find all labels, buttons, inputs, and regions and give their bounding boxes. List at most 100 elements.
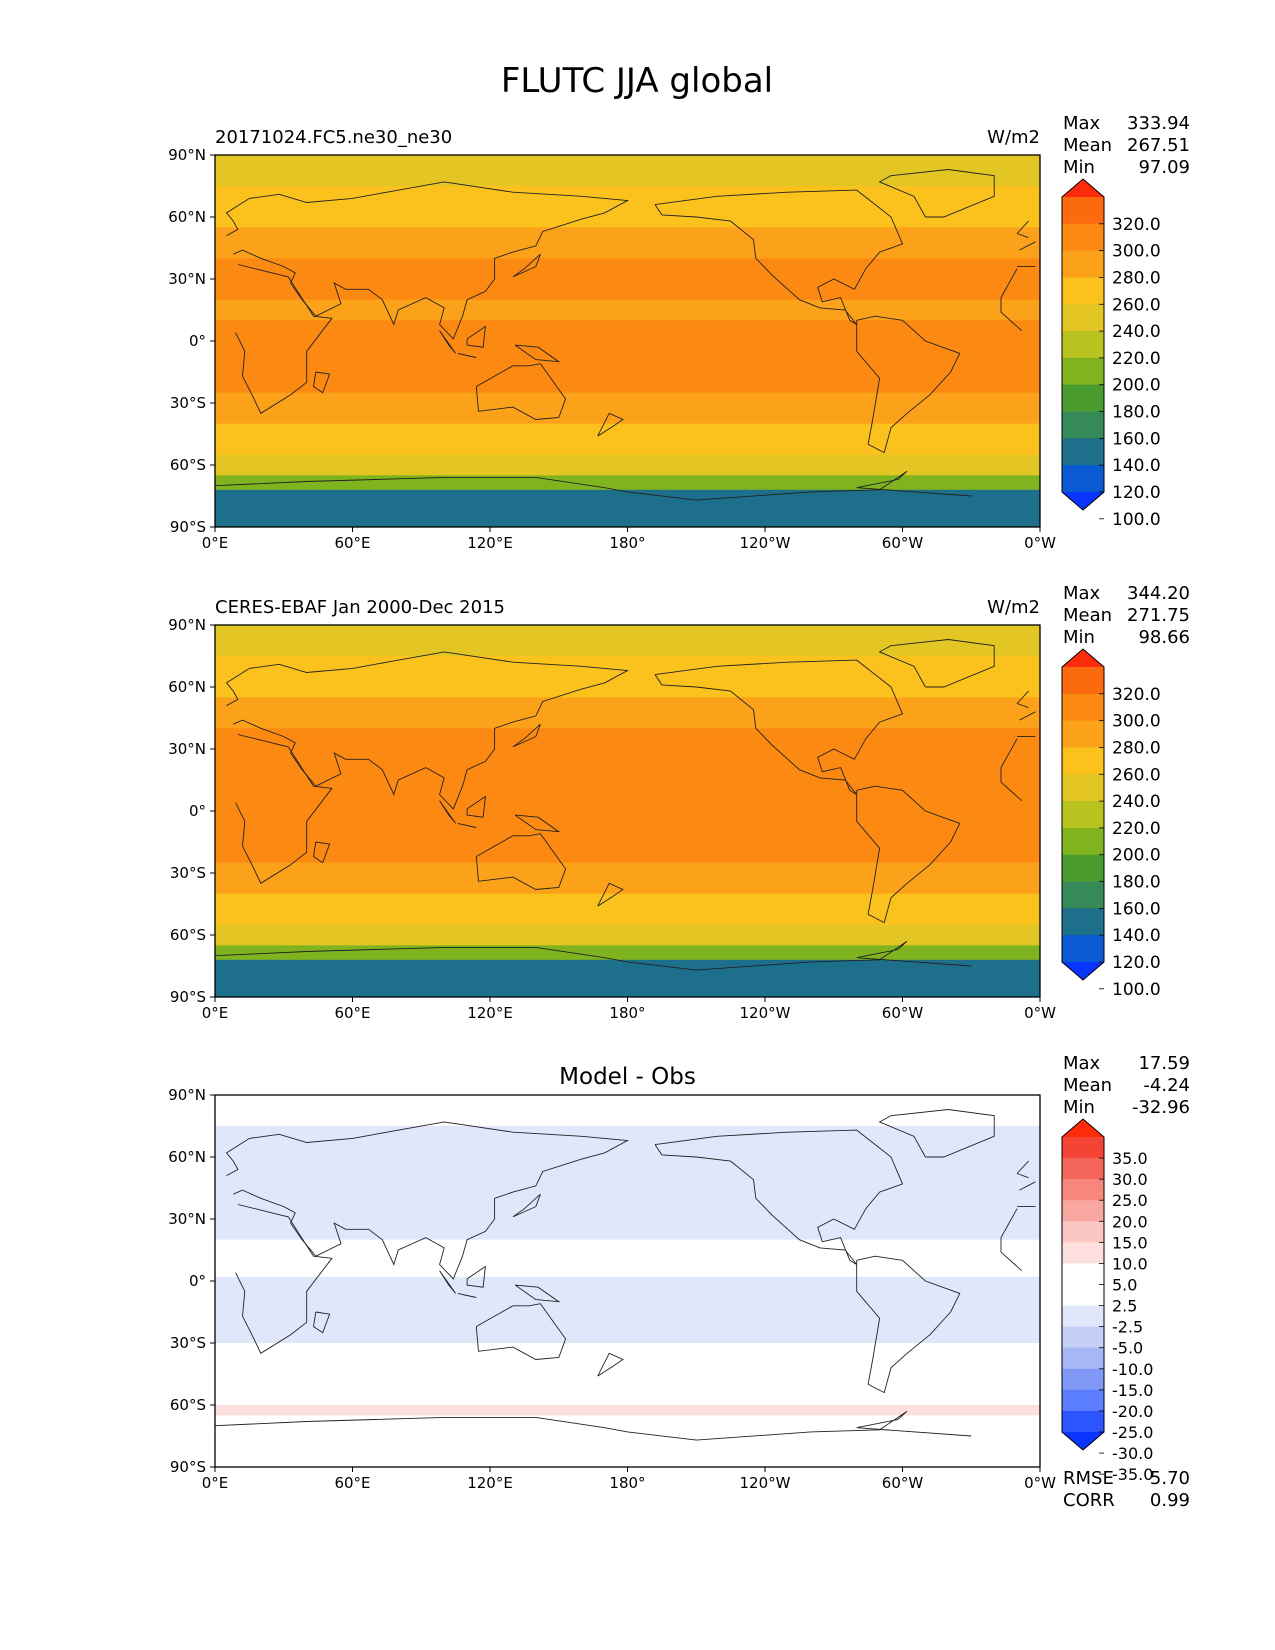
contour-band <box>215 697 1040 729</box>
colorbar-tick-label: 280.0 <box>1112 268 1161 288</box>
colorbar-tick-label: 200.0 <box>1112 846 1161 866</box>
colorbar-extend-min <box>1062 1432 1104 1450</box>
coastline <box>457 1292 477 1298</box>
colorbar-segment <box>1062 1410 1104 1433</box>
colorbar-segment <box>1062 1368 1104 1391</box>
coastline <box>856 1255 961 1394</box>
contour-band <box>215 1126 1040 1199</box>
lon-tick-label: 0°W <box>1024 1004 1056 1022</box>
stat-max-label: Max <box>1063 583 1101 604</box>
lat-tick-label: 0° <box>189 332 206 350</box>
colorbar-segment <box>1062 801 1104 829</box>
stat-min-label: Min <box>1063 157 1095 178</box>
colorbar-tick-label: 140.0 <box>1112 456 1161 476</box>
lon-tick-label: 60°W <box>882 1474 924 1492</box>
stat-rmse-label: RMSE <box>1063 1468 1114 1489</box>
lat-tick-label: 60°N <box>168 678 206 696</box>
contour-band <box>215 769 1040 791</box>
colorbar-extend-min <box>1062 962 1104 980</box>
stat-min-label: Min <box>1063 1097 1095 1118</box>
coastlines <box>214 1109 1036 1441</box>
colorbar-segment <box>1062 357 1104 386</box>
colorbar-tick-label: 15.0 <box>1112 1233 1148 1252</box>
coastline <box>514 1284 561 1303</box>
coastline <box>597 1352 624 1377</box>
lon-tick-label: 60°W <box>882 534 924 552</box>
lon-tick-label: 180° <box>609 1474 645 1492</box>
contour-band <box>215 475 1040 491</box>
stat-min-value: -32.96 <box>1132 1097 1190 1118</box>
colorbar-segment <box>1062 1221 1104 1243</box>
contour-band <box>215 959 1040 998</box>
coastline <box>214 470 972 501</box>
coastline <box>878 169 995 218</box>
coastline <box>439 1270 456 1294</box>
colorbar-tick-label: -2.5 <box>1112 1318 1143 1337</box>
colorbar-tick-label: 300.0 <box>1112 712 1161 732</box>
colorbar-tick-label: 120.0 <box>1112 483 1161 503</box>
map-panel-1: 0°E 60°E 120°E 180° 120°W 60°W 0°W 90°N 60°N 30°N… <box>168 113 1190 552</box>
stat-max-label: Max <box>1063 1053 1101 1074</box>
colorbar-segment <box>1062 1179 1104 1201</box>
colorbar-tick-label: 220.0 <box>1112 819 1161 839</box>
coastline <box>466 1265 486 1288</box>
coastlines <box>214 169 1036 501</box>
stat-corr-value: 0.99 <box>1150 1490 1190 1511</box>
colorbar-segment <box>1062 1200 1104 1222</box>
coastline <box>475 833 567 890</box>
stat-max-label: Max <box>1063 113 1101 134</box>
lat-tick-label: 30°S <box>170 394 206 412</box>
colorbar-tick-label: 100.0 <box>1112 980 1161 1000</box>
stat-mean-label: Mean <box>1063 135 1112 156</box>
colorbar-segment <box>1062 1284 1104 1307</box>
colorbar-tick-label: 100.0 <box>1112 510 1161 530</box>
contour-band <box>215 392 1040 425</box>
panel-units: W/m2 <box>987 597 1040 618</box>
colorbar-segment <box>1062 720 1104 749</box>
colorbar-tick-label: -30.0 <box>1112 1444 1153 1463</box>
colorbar-tick-label: 25.0 <box>1112 1191 1148 1210</box>
colorbar-tick-label: -25.0 <box>1112 1423 1153 1442</box>
contour-band <box>215 1415 1040 1468</box>
coastline <box>654 189 904 325</box>
stat-mean-value: -4.24 <box>1143 1075 1190 1096</box>
panel-title: Model - Obs <box>559 1064 696 1090</box>
contour-band <box>215 1095 1040 1127</box>
colorbar-segment <box>1062 223 1104 252</box>
colorbar-extend-max <box>1062 179 1104 197</box>
coastline <box>654 1129 904 1265</box>
coastline <box>466 795 486 818</box>
coastline <box>654 659 904 795</box>
coastline <box>512 253 541 278</box>
colorbar-tick-label: 140.0 <box>1112 926 1161 946</box>
colorbar-tick-label: -35.0 <box>1112 1465 1153 1484</box>
colorbar-tick-label: 30.0 <box>1112 1170 1148 1189</box>
colorbar-segment <box>1062 1305 1104 1328</box>
lon-tick-label: 120°W <box>740 534 791 552</box>
colorbar-tick-label: 20.0 <box>1112 1212 1148 1231</box>
colorbar-segment <box>1062 935 1104 963</box>
coastline <box>878 1109 995 1158</box>
coastline <box>597 412 624 437</box>
colorbar-tick-label: 260.0 <box>1112 295 1161 315</box>
coastline <box>225 1121 1036 1280</box>
coastline <box>1016 1160 1029 1179</box>
coastlines <box>214 639 1036 971</box>
colorbar-tick-label: -15.0 <box>1112 1381 1153 1400</box>
lon-tick-label: 120°W <box>740 1004 791 1022</box>
stat-min-label: Min <box>1063 627 1095 648</box>
lon-tick-label: 60°E <box>334 534 370 552</box>
lat-tick-label: 60°S <box>170 456 206 474</box>
coastline <box>466 325 486 348</box>
lon-tick-label: 0°E <box>202 1004 229 1022</box>
colorbar-segment <box>1062 411 1104 439</box>
lon-tick-label: 0°W <box>1024 534 1056 552</box>
coastline <box>313 1311 331 1334</box>
stat-mean-label: Mean <box>1063 1075 1112 1096</box>
panels: 0°E 60°E 120°E 180° 120°W 60°W 0°W 90°N 60°N 30°N… <box>168 113 1190 1511</box>
colorbar-segment <box>1062 277 1104 305</box>
colorbar-segment <box>1062 747 1104 775</box>
colorbar-segment <box>1062 881 1104 909</box>
coastline <box>439 330 456 354</box>
